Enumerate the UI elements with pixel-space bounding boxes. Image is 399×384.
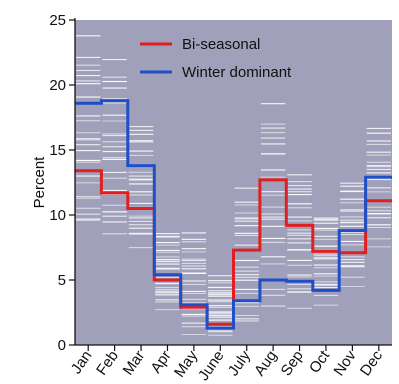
background-range-may [181, 232, 207, 336]
legend-label-bi-seasonal: Bi-seasonal [182, 36, 260, 53]
x-tick-label-oct: Oct [306, 347, 334, 377]
background-range-sep [287, 174, 312, 309]
series-layer [75, 99, 392, 330]
y-tick-label-10: 10 [49, 207, 66, 224]
x-tick-label-july: July [225, 347, 255, 379]
y-tick-label-25: 25 [49, 12, 66, 29]
x-tick-label-apr: Apr [147, 348, 174, 377]
legend-label-winter-dominant: Winter dominant [182, 64, 292, 81]
x-tick-label-dec: Dec [357, 347, 387, 379]
background-range-feb [102, 59, 127, 235]
background-range-dec [366, 127, 391, 248]
y-tick-label-0: 0 [58, 337, 66, 354]
series-line-winter-dominant [75, 99, 392, 330]
x-tick-label-june: June [195, 348, 228, 384]
x-tick-label-jan: Jan [68, 348, 96, 378]
x-tick-label-nov: Nov [330, 347, 360, 379]
y-axis-title: Percent [31, 156, 48, 209]
x-tick-label-aug: Aug [251, 348, 280, 380]
background-range-apr [155, 233, 180, 311]
y-tick-label-20: 20 [49, 77, 66, 94]
legend: Bi-seasonal Winter dominant [140, 36, 292, 81]
y-tick-label-15: 15 [49, 142, 66, 159]
x-tick-label-sep: Sep [278, 348, 307, 380]
x-tick-label-mar: Mar [120, 348, 149, 379]
x-tick-label-feb: Feb [93, 348, 122, 379]
y-tick-label-5: 5 [58, 272, 66, 289]
